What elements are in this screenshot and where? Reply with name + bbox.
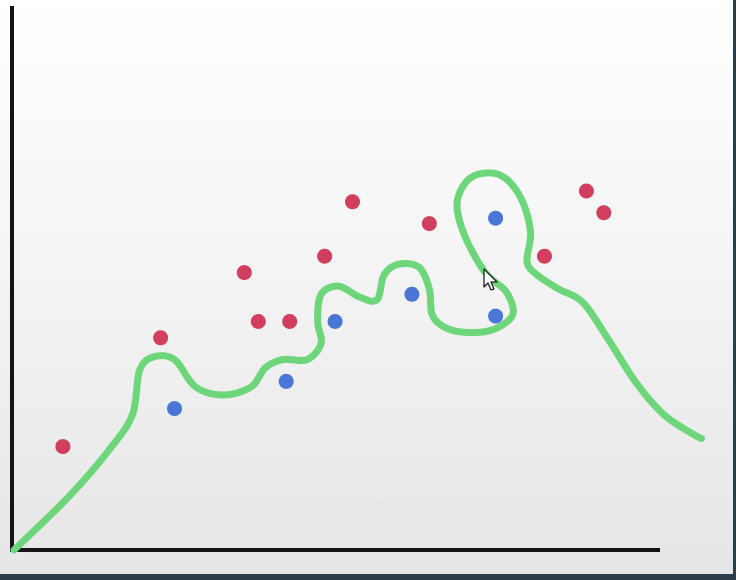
data-point-series-2-6	[488, 309, 503, 324]
data-point-series-1-8	[422, 216, 437, 231]
mouse-cursor-icon	[484, 269, 497, 290]
data-point-series-1-9	[537, 249, 552, 264]
data-point-series-1-3	[237, 265, 252, 280]
data-point-series-1-5	[282, 314, 297, 329]
data-point-series-2-3	[328, 314, 343, 329]
data-point-series-1-6	[317, 249, 332, 264]
data-point-series-2-1	[167, 401, 182, 416]
data-point-series-1-2	[153, 330, 168, 345]
data-point-series-1-7	[345, 194, 360, 209]
decision-boundary-curve	[14, 173, 702, 550]
data-point-series-1-11	[596, 205, 611, 220]
data-point-series-1-1	[55, 439, 70, 454]
data-point-series-2-2	[279, 374, 294, 389]
data-point-series-2-5	[488, 211, 503, 226]
data-point-series-1-10	[579, 184, 594, 199]
data-point-series-1-4	[251, 314, 266, 329]
data-point-series-2-4	[404, 287, 419, 302]
decision-boundary-layer	[14, 173, 702, 550]
